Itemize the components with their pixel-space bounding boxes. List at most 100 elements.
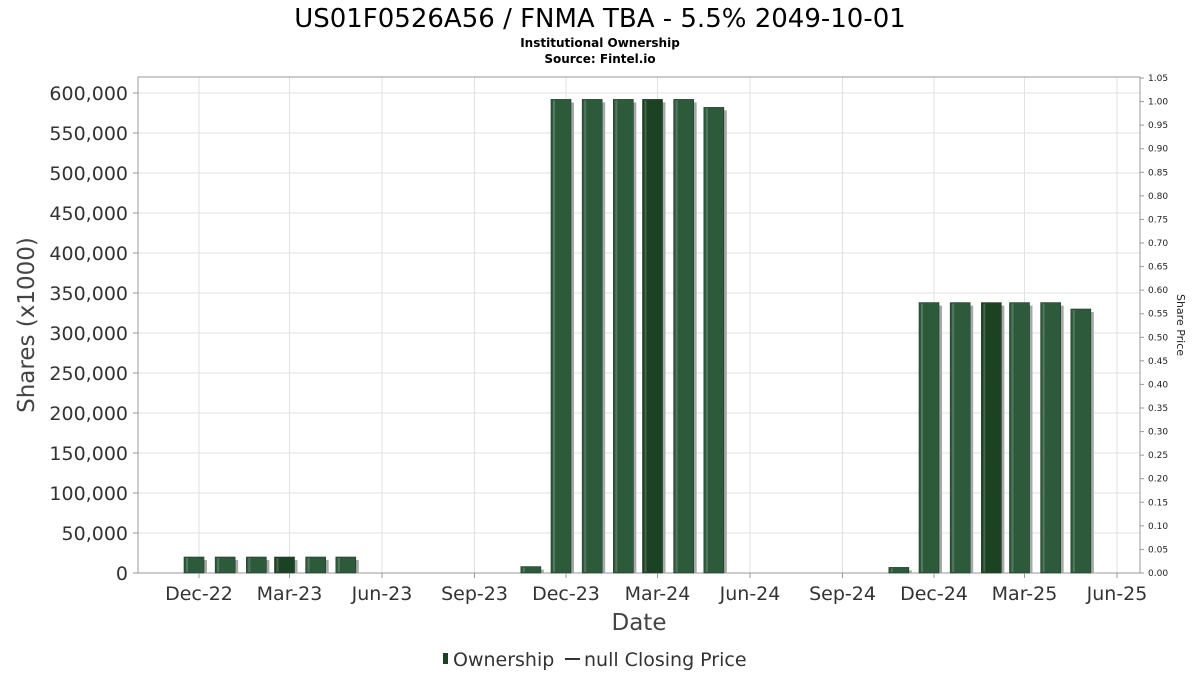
ownership-bar-highlight: [248, 558, 251, 572]
y2-tick-label: 0.40: [1148, 380, 1168, 390]
ownership-bar-highlight: [1042, 303, 1045, 572]
y2-tick-label: 0.30: [1148, 428, 1168, 438]
ownership-bar: [888, 567, 910, 574]
y2-tick-label: 0.70: [1148, 239, 1168, 249]
legend-ownership-label: Ownership: [453, 649, 554, 671]
x-tick-label: Dec-24: [900, 583, 968, 605]
y2-axis-label: Share Price: [1174, 294, 1187, 356]
x-axis-ticks: Dec-22 Mar-23 Jun-23 Sep-23 Dec-23 Mar-24 Jun-…: [165, 573, 1147, 605]
ownership-bar: [183, 556, 205, 574]
ownership-bar: [581, 99, 603, 574]
ownership-bar: [703, 107, 725, 574]
y2-tick-label: 0.15: [1148, 498, 1168, 508]
y2-tick-label: 0.65: [1148, 263, 1168, 273]
chart-subtitle-line-2: Source: Fintel.io: [544, 52, 655, 66]
y-axis-ticks: 0 50,000 100,000 150,000 200,000 250,000 300,0…: [49, 83, 138, 585]
ownership-bar-highlight: [1072, 310, 1075, 572]
y2-tick-label: 0.95: [1148, 121, 1168, 131]
ownership-bar-highlight: [186, 558, 188, 572]
bars: [183, 99, 1094, 574]
ownership-bar: [335, 556, 357, 574]
x-tick-label: Jun-23: [351, 583, 413, 605]
y-axis-label: Shares (x1000): [14, 237, 40, 413]
x-tick-label: Sep-23: [441, 583, 508, 605]
y2-tick-label: 0.90: [1148, 145, 1168, 155]
ownership-bar-highlight: [983, 303, 986, 572]
y2-tick-label: 1.00: [1148, 98, 1168, 108]
y2-tick-label: 0.00: [1148, 569, 1168, 579]
ownership-bar: [949, 302, 971, 574]
ownership-bar: [520, 566, 542, 574]
x-axis-label: Date: [612, 610, 667, 636]
y2-tick-label: 1.05: [1148, 74, 1168, 84]
x-tick-label: Mar-23: [257, 583, 323, 605]
ownership-bar: [642, 99, 663, 574]
x-tick-label: Jun-24: [719, 583, 781, 605]
y2-tick-label: 0.25: [1148, 451, 1168, 461]
y2-tick-label: 0.10: [1148, 522, 1168, 532]
y-tick-label: 150,000: [49, 443, 128, 465]
y-tick-label: 450,000: [49, 203, 128, 225]
y-tick-label: 50,000: [62, 523, 128, 545]
ownership-bar-highlight: [705, 108, 708, 573]
ownership-bar-highlight: [644, 100, 647, 573]
ownership-bar-highlight: [921, 303, 924, 572]
ownership-bar: [1009, 302, 1030, 574]
x-tick-label: Dec-23: [532, 583, 600, 605]
ownership-bar-highlight: [1011, 303, 1014, 572]
y-tick-label: 400,000: [49, 243, 128, 265]
ownership-bar: [613, 99, 634, 574]
x-tick-label: Mar-24: [625, 583, 691, 605]
y-tick-label: 200,000: [49, 403, 128, 425]
chart-subtitle-line-1: Institutional Ownership: [520, 36, 680, 50]
ownership-bar-highlight: [952, 303, 955, 572]
ownership-bar-highlight: [890, 568, 893, 572]
chart-title: US01F0526A56 / FNMA TBA - 5.5% 2049-10-0…: [294, 4, 906, 34]
ownership-bar-highlight: [307, 558, 310, 572]
x-tick-label: Sep-24: [809, 583, 876, 605]
x-tick-label: Dec-22: [165, 583, 233, 605]
legend-ownership-swatch: [443, 653, 448, 664]
y2-tick-label: 0.60: [1148, 286, 1168, 296]
ownership-bar: [214, 556, 236, 574]
ownership-bar: [305, 556, 326, 574]
y-tick-label: 0: [116, 563, 128, 585]
y2-tick-label: 0.45: [1148, 357, 1168, 367]
ownership-bar-highlight: [337, 558, 340, 572]
ownership-bar: [1070, 308, 1092, 574]
ownership-bar-highlight: [522, 567, 525, 572]
ownership-bar-highlight: [552, 100, 555, 573]
legend-price-label: null Closing Price: [584, 649, 747, 671]
y-tick-label: 550,000: [49, 123, 128, 145]
y2-tick-label: 0.80: [1148, 192, 1168, 202]
y2-tick-label: 0.35: [1148, 404, 1168, 414]
ownership-bar: [981, 302, 1002, 574]
y2-axis-ticks: 0.00 0.05 0.10 0.15 0.20 0.25 0.30 0.35 0.40 0.45…: [1140, 74, 1168, 579]
ownership-bar: [918, 302, 940, 574]
ownership-bar-highlight: [675, 100, 678, 573]
ownership-bar-highlight: [217, 558, 220, 572]
ownership-bar: [1040, 302, 1061, 574]
y-tick-label: 250,000: [49, 363, 128, 385]
ownership-bar: [274, 556, 295, 574]
y2-tick-label: 0.55: [1148, 310, 1168, 320]
legend: Ownership null Closing Price: [443, 649, 747, 671]
ownership-bar: [673, 99, 694, 574]
y-tick-label: 600,000: [49, 83, 128, 105]
x-tick-label: Jun-25: [1086, 583, 1148, 605]
y2-tick-label: 0.85: [1148, 168, 1168, 178]
y-tick-label: 500,000: [49, 163, 128, 185]
y2-tick-label: 0.20: [1148, 475, 1168, 485]
plot-area: [137, 76, 1141, 574]
ownership-bar-highlight: [276, 558, 279, 572]
y-tick-label: 300,000: [49, 323, 128, 345]
ownership-bar-highlight: [584, 100, 587, 573]
y-tick-label: 100,000: [49, 483, 128, 505]
x-tick-label: Mar-25: [992, 583, 1058, 605]
y-tick-label: 350,000: [49, 283, 128, 305]
ownership-bar: [246, 556, 267, 574]
ownership-bar-highlight: [615, 100, 618, 573]
ownership-bar: [550, 99, 572, 574]
y2-tick-label: 0.05: [1148, 545, 1168, 555]
